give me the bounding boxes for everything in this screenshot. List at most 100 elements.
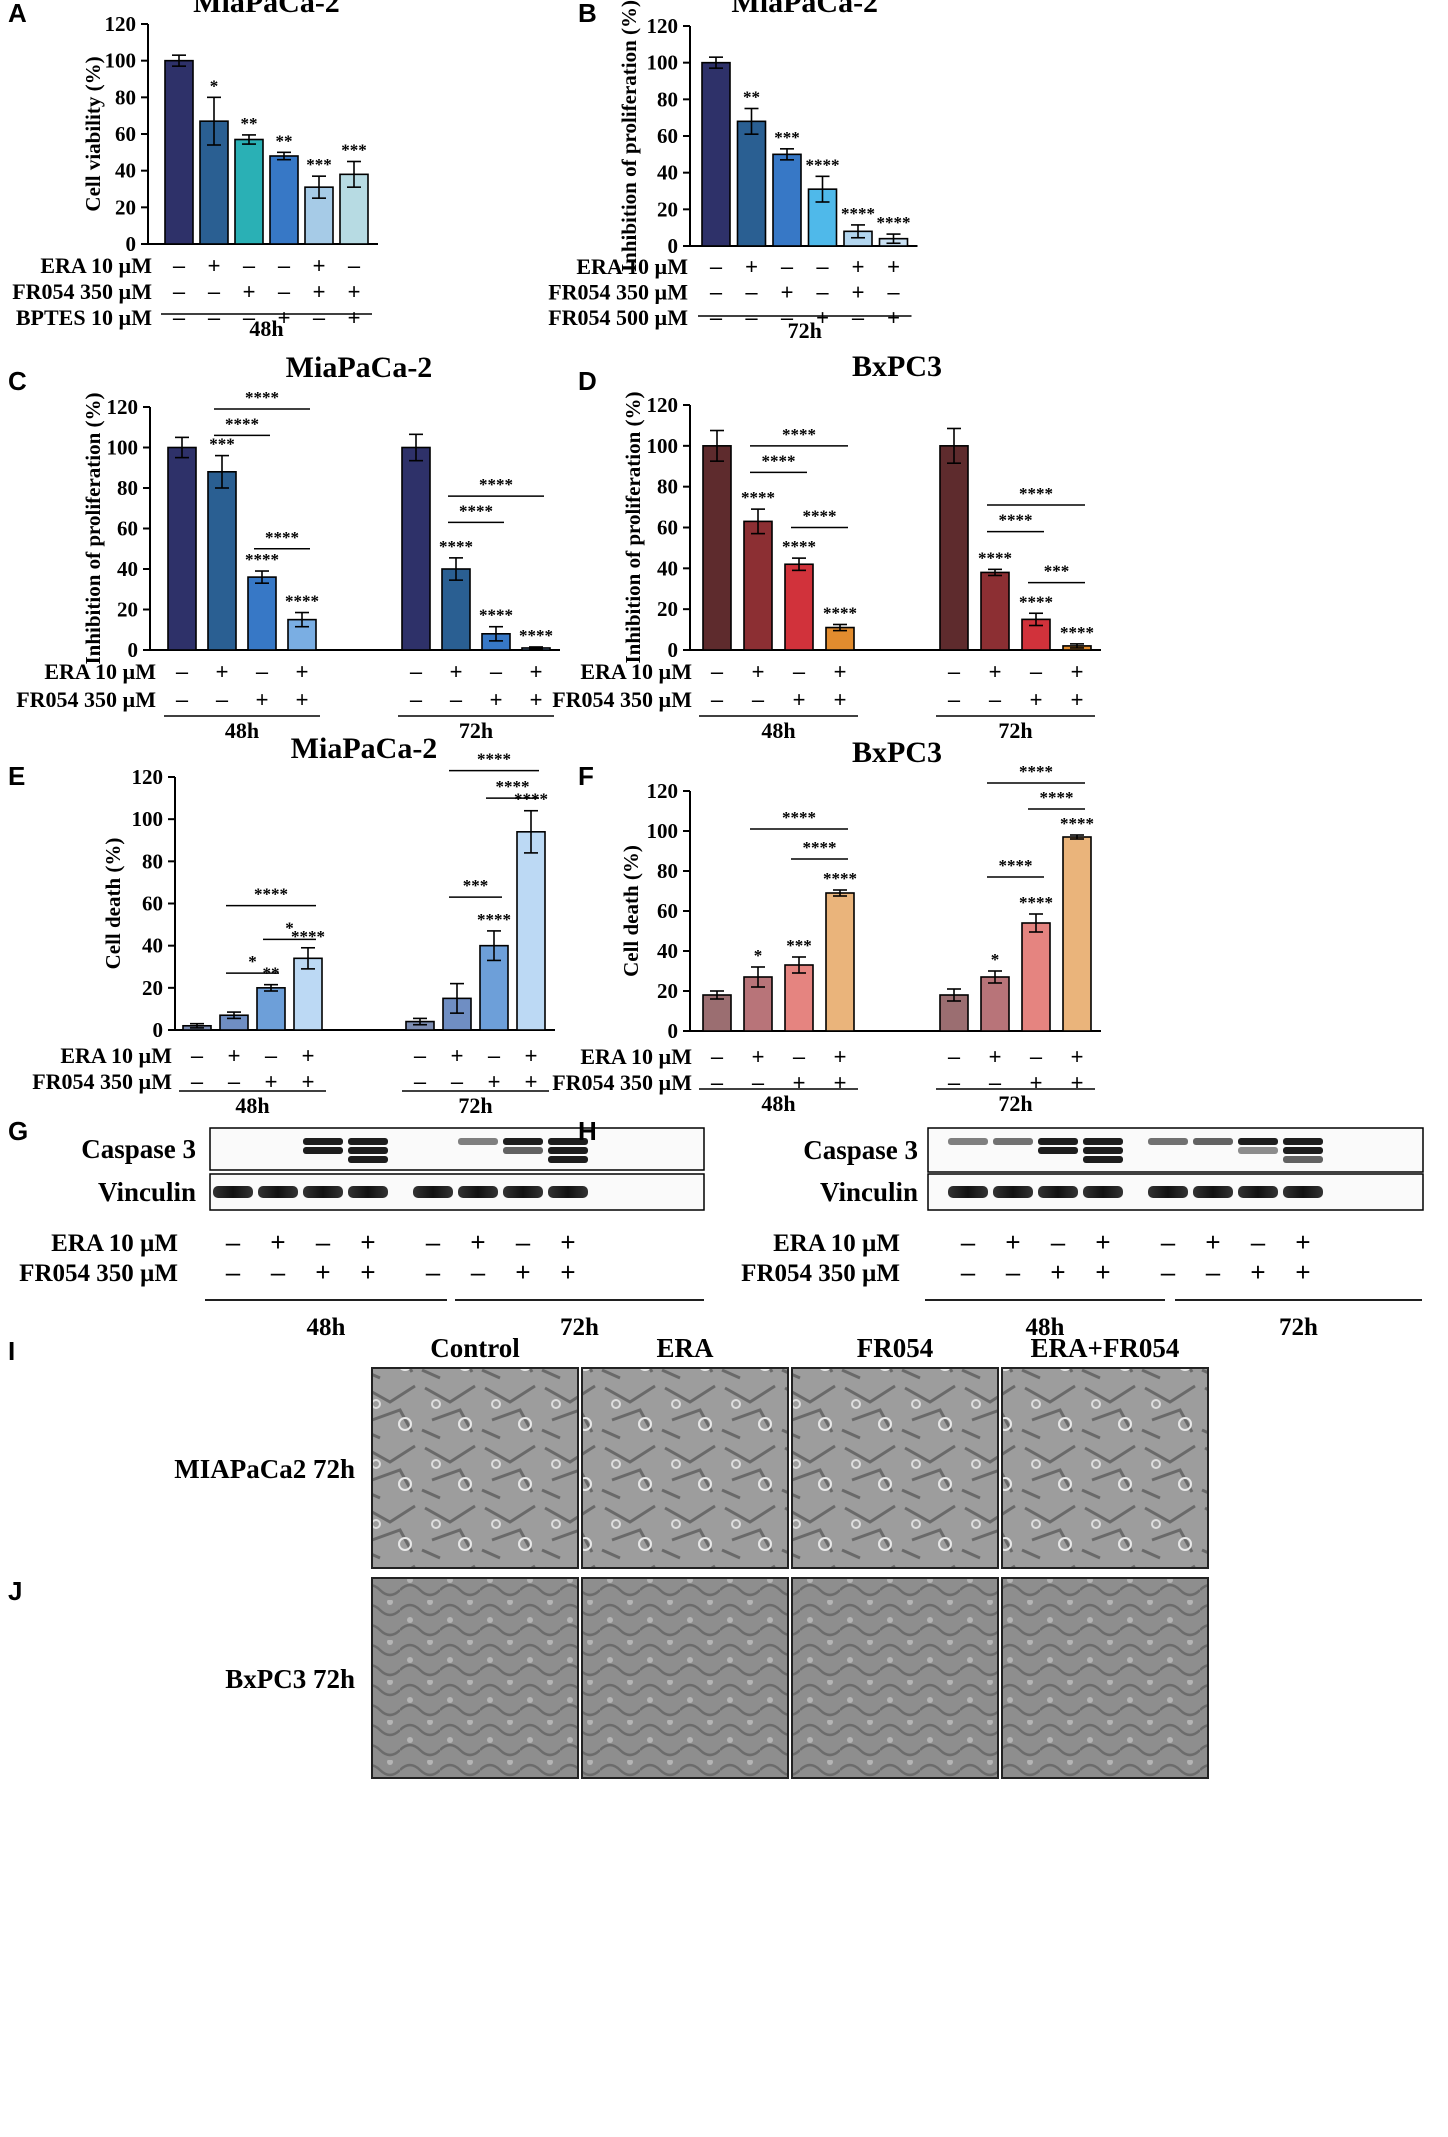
- y-tick-label: 20: [657, 197, 678, 221]
- blot-condition-sign: +: [1295, 1227, 1310, 1257]
- condition-sign: –: [265, 1043, 278, 1068]
- significance-label: ****: [823, 603, 857, 622]
- condition-sign: –: [793, 659, 806, 684]
- blot-condition-label: FR054 350 µM: [19, 1260, 178, 1287]
- condition-sign: –: [176, 687, 189, 712]
- bracket-label: *: [285, 918, 294, 937]
- condition-sign: +: [1071, 1044, 1084, 1069]
- condition-sign: –: [745, 280, 758, 305]
- condition-sign: –: [781, 305, 794, 330]
- condition-sign: –: [243, 253, 256, 278]
- condition-sign: –: [173, 253, 186, 278]
- blot-condition-label: ERA 10 µM: [773, 1230, 900, 1257]
- bracket-label: ****: [245, 388, 279, 407]
- blot-band: [1193, 1186, 1233, 1198]
- condition-sign: +: [296, 659, 309, 684]
- blot-band: [258, 1186, 298, 1198]
- blot-condition-sign: +: [1095, 1227, 1110, 1257]
- condition-sign: –: [176, 659, 189, 684]
- bar: [516, 831, 546, 1031]
- bar: [167, 446, 197, 651]
- y-axis-label: Inhibition of proliferation (%): [617, 0, 641, 272]
- condition-sign: –: [710, 280, 723, 305]
- condition-sign: –: [414, 1069, 427, 1094]
- bar: [1021, 618, 1051, 651]
- blot-band: [948, 1186, 988, 1198]
- blot-group-label: 48h: [307, 1314, 346, 1341]
- panel-letter-B: B: [578, 0, 597, 28]
- blot-band: [348, 1138, 388, 1145]
- chart-title: MiaPaCa-2: [731, 0, 878, 19]
- y-tick-label: 0: [668, 1019, 679, 1043]
- micrograph-image: [371, 1577, 579, 1779]
- significance-label: *: [210, 76, 219, 95]
- y-axis-label: Inhibition of proliferation (%): [81, 392, 105, 664]
- condition-sign: +: [816, 305, 829, 330]
- blot-band: [1238, 1147, 1278, 1154]
- blot-band: [1238, 1138, 1278, 1145]
- bracket-label: ****: [225, 414, 259, 433]
- blot-condition-sign: +: [360, 1227, 375, 1257]
- condition-sign: –: [414, 1043, 427, 1068]
- condition-sign: +: [887, 305, 900, 330]
- bar: [701, 61, 731, 247]
- condition-label: ERA 10 µM: [60, 1043, 172, 1068]
- significance-label: **: [241, 114, 258, 133]
- condition-sign: –: [816, 280, 829, 305]
- blot-condition-sign: +: [360, 1257, 375, 1287]
- micrograph-image: [1001, 1577, 1209, 1779]
- significance-label: ****: [741, 488, 775, 507]
- blot-band: [348, 1147, 388, 1154]
- bracket-label: ****: [479, 475, 513, 494]
- micrograph-column-label: ERA+FR054: [1031, 1333, 1180, 1363]
- condition-sign: –: [710, 305, 723, 330]
- blot-condition-sign: +: [560, 1227, 575, 1257]
- group-label: 72h: [458, 1093, 492, 1118]
- y-tick-label: 0: [126, 232, 137, 256]
- condition-sign: +: [887, 254, 900, 279]
- y-tick-label: 40: [115, 159, 136, 183]
- condition-sign: –: [450, 687, 463, 712]
- group-label: 48h: [249, 316, 283, 341]
- condition-sign: +: [525, 1069, 538, 1094]
- bracket-label: ****: [496, 777, 530, 796]
- blot-band: [348, 1186, 388, 1198]
- condition-sign: –: [208, 279, 221, 304]
- bar: [825, 892, 855, 1032]
- blot-band: [993, 1138, 1033, 1145]
- condition-sign: +: [488, 1069, 501, 1094]
- micrograph-row-label: MIAPaCa2 72h: [174, 1454, 355, 1484]
- condition-sign: –: [488, 1043, 501, 1068]
- y-tick-label: 40: [117, 557, 138, 581]
- condition-sign: +: [278, 305, 291, 330]
- significance-label: ****: [782, 537, 816, 556]
- blot-band: [1083, 1186, 1123, 1198]
- y-tick-label: 100: [132, 807, 164, 831]
- bracket-label: ***: [463, 876, 489, 895]
- significance-label: ****: [519, 626, 553, 645]
- micrograph-row-label: BxPC3 72h: [225, 1664, 355, 1694]
- condition-sign: +: [265, 1069, 278, 1094]
- y-tick-label: 20: [115, 195, 136, 219]
- micrograph-image: [581, 1367, 789, 1569]
- condition-sign: –: [410, 687, 423, 712]
- blot-condition-sign: –: [226, 1257, 241, 1287]
- y-tick-label: 80: [657, 87, 678, 111]
- condition-sign: –: [256, 659, 269, 684]
- chart-title: MiaPaCa-2: [291, 732, 438, 765]
- blot-condition-sign: +: [515, 1257, 530, 1287]
- blot-band: [1083, 1156, 1123, 1163]
- condition-sign: –: [451, 1069, 464, 1094]
- blot-band: [1083, 1138, 1123, 1145]
- condition-label: BPTES 10 µM: [16, 305, 152, 330]
- significance-label: ****: [291, 927, 325, 946]
- y-tick-label: 60: [657, 516, 678, 540]
- y-tick-label: 20: [657, 979, 678, 1003]
- blot-row-label: Caspase 3: [81, 1134, 196, 1164]
- group-label: 48h: [761, 1091, 795, 1116]
- blot-condition-sign: –: [1006, 1257, 1021, 1287]
